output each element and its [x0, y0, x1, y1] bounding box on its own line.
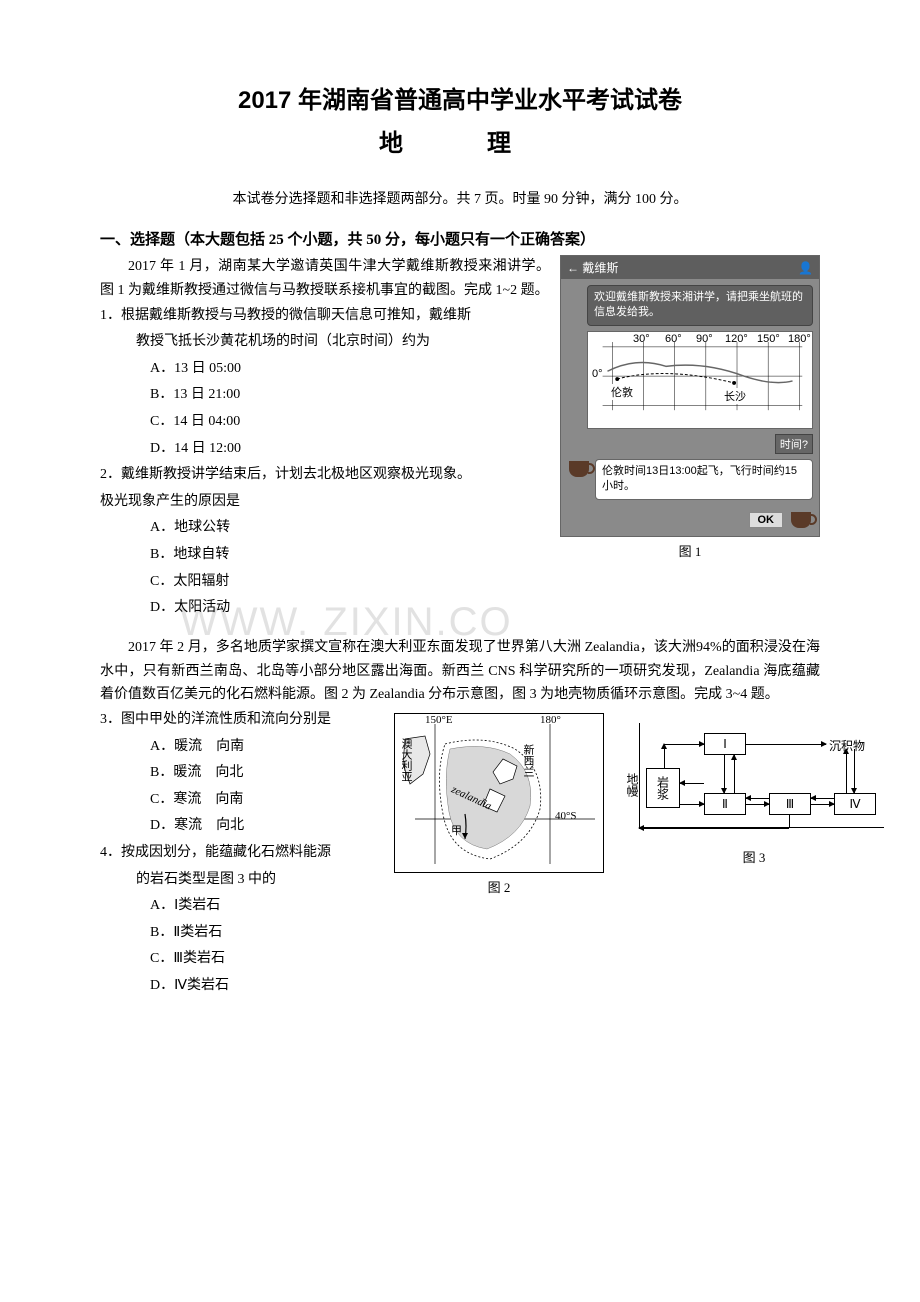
- fig2-jia: 甲: [451, 822, 462, 838]
- deg-60: 60°: [665, 333, 682, 345]
- deg-120: 120°: [725, 333, 748, 345]
- title-sub: 地 理: [100, 123, 820, 158]
- q4-stem2: 的岩石类型是图 3 中的: [136, 867, 380, 894]
- ok-button: OK: [749, 512, 784, 528]
- fig2-lon1: 150°E: [425, 714, 453, 726]
- section-header: 一、选择题（本大题包括 25 个小题，共 50 分，每小题只有一个正确答案）: [100, 228, 820, 249]
- q2-opt-c: C．太阳辐射: [150, 569, 820, 596]
- q4-opt-d: D．Ⅳ类岩石: [150, 973, 380, 1000]
- q4-stem1: 4．按成因划分，能蕴藏化石燃料能源: [100, 840, 380, 867]
- q4-opt-c: C．Ⅲ类岩石: [150, 946, 380, 973]
- label-changsha: 长沙: [723, 388, 747, 404]
- figure-1-caption: 图 1: [560, 541, 820, 560]
- chat-back: ← 戴维斯: [567, 259, 618, 276]
- q2-opt-d: D．太阳活动: [150, 595, 820, 622]
- figure-3: 地幔 岩浆 Ⅰ Ⅱ Ⅲ Ⅳ 沉积物: [624, 713, 884, 896]
- intro-2: 2017 年 2 月，多名地质学家撰文宣称在澳大利亚东面发现了世界第八大洲 Ze…: [100, 636, 820, 707]
- deg-150: 150°: [757, 333, 780, 345]
- chat-msg-2: 伦敦时间13日13:00起飞，飞行时间约15小时。: [595, 459, 813, 500]
- time-question: 时间?: [775, 434, 813, 454]
- label-london: 伦敦: [610, 384, 634, 400]
- figure-2: 150°E 180° 40°S 澳大利亚 新西兰 zealandia 甲 图 2: [394, 713, 604, 896]
- q3-opt-a: A．暖流 向南: [150, 734, 380, 761]
- q3-opt-b: B．暖流 向北: [150, 760, 380, 787]
- deg-180: 180°: [788, 333, 811, 345]
- fig2-lon2: 180°: [540, 714, 561, 726]
- figure-2-caption: 图 2: [394, 877, 604, 896]
- figure-3-caption: 图 3: [624, 847, 884, 866]
- mini-map: 0° 30° 60° 90° 120° 150° 180° 伦敦 长沙: [587, 331, 813, 429]
- title-main: 2017 年湖南省普通高中学业水平考试试卷: [100, 80, 820, 115]
- cup-icon-2: [791, 512, 811, 528]
- chat-msg-1: 欢迎戴维斯教授来湘讲学，请把乘坐航班的信息发给我。: [587, 285, 813, 326]
- deg-0: 0°: [592, 368, 603, 380]
- fig2-lat: 40°S: [555, 810, 577, 822]
- fig2-aus: 澳大利亚: [398, 738, 414, 782]
- q4-opt-b: B．Ⅱ类岩石: [150, 920, 380, 947]
- deg-30: 30°: [633, 333, 650, 345]
- q3-opt-d: D．寒流 向北: [150, 813, 380, 840]
- q4-opt-a: A．Ⅰ类岩石: [150, 893, 380, 920]
- avatar-icon: 👤: [798, 261, 813, 275]
- deg-90: 90°: [696, 333, 713, 345]
- exam-info: 本试卷分选择题和非选择题两部分。共 7 页。时量 90 分钟，满分 100 分。: [100, 188, 820, 208]
- figure-1: ← 戴维斯 👤 欢迎戴维斯教授来湘讲学，请把乘坐航班的信息发给我。: [560, 255, 820, 560]
- cup-icon: [569, 461, 589, 477]
- q3-opt-c: C．寒流 向南: [150, 787, 380, 814]
- q3-stem: 3．图中甲处的洋流性质和流向分别是: [100, 707, 380, 734]
- chat-header: ← 戴维斯 👤: [561, 256, 819, 279]
- fig2-nz: 新西兰: [520, 744, 536, 777]
